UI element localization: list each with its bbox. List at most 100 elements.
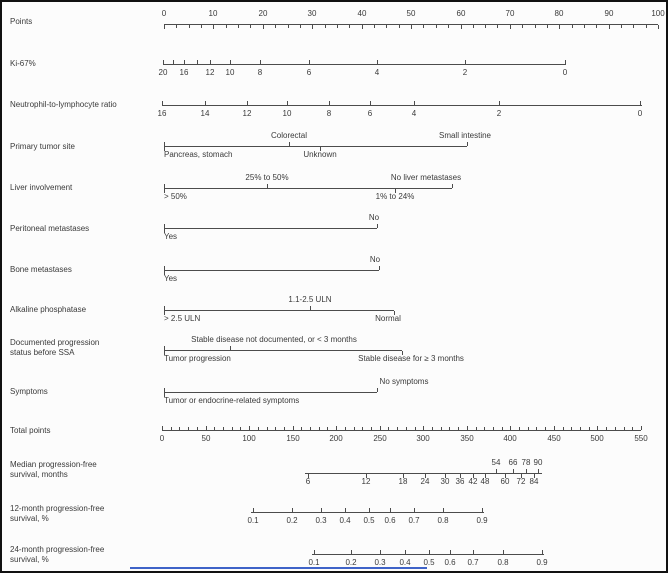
tick-label-median-pfs-months: 90 bbox=[533, 458, 543, 467]
axis-tick bbox=[496, 469, 497, 473]
minor-tick bbox=[633, 25, 634, 28]
tick-label-liver-involvement: > 50% bbox=[164, 192, 187, 201]
minor-tick bbox=[171, 427, 172, 430]
minor-tick bbox=[345, 427, 346, 430]
tick-label-symptoms: Tumor or endocrine-related symptoms bbox=[164, 396, 300, 405]
axis-tick bbox=[565, 60, 566, 64]
tick-label-median-pfs-months: 42 bbox=[468, 477, 478, 486]
axis-tick bbox=[164, 306, 165, 315]
axis-tick bbox=[414, 101, 415, 105]
axis-tick bbox=[377, 388, 378, 392]
row-label-peritoneal-metastases: Peritoneal metastases bbox=[10, 224, 90, 233]
pfs-12-month-axis bbox=[251, 512, 484, 513]
axis-tick bbox=[312, 25, 313, 29]
tick-label-pfs-12-month: 0.3 bbox=[315, 516, 327, 525]
tick-label-pfs-12-month: 0.2 bbox=[286, 516, 298, 525]
axis-tick bbox=[542, 550, 543, 554]
axis-tick bbox=[345, 508, 346, 512]
tick-label-bone-metastases: No bbox=[369, 255, 381, 264]
tick-label-ki67: 6 bbox=[306, 68, 312, 77]
minor-tick bbox=[522, 25, 523, 28]
tick-label-median-pfs-months: 84 bbox=[529, 477, 539, 486]
minor-tick bbox=[223, 427, 224, 430]
axis-tick bbox=[362, 25, 363, 29]
tick-label-median-pfs-months: 48 bbox=[480, 477, 490, 486]
tick-label-points: 80 bbox=[554, 9, 564, 18]
axis-tick bbox=[164, 184, 165, 193]
tick-label-points: 40 bbox=[357, 9, 367, 18]
axis-tick bbox=[162, 426, 163, 430]
minor-tick bbox=[397, 427, 398, 430]
axis-tick bbox=[164, 25, 165, 29]
axis-tick bbox=[260, 60, 261, 64]
tick-label-points: 60 bbox=[456, 9, 466, 18]
tick-label-total-points: 550 bbox=[634, 434, 648, 443]
axis-tick bbox=[658, 25, 659, 29]
tick-label-median-pfs-months: 12 bbox=[361, 477, 371, 486]
tick-label-points: 70 bbox=[505, 9, 515, 18]
row-label-liver-involvement: Liver involvement bbox=[10, 183, 73, 192]
primary-tumor-site-axis bbox=[164, 146, 467, 147]
minor-tick bbox=[388, 427, 389, 430]
tick-label-pfs-24-month: 0.5 bbox=[423, 558, 435, 567]
minor-tick bbox=[337, 25, 338, 28]
axis-tick bbox=[314, 550, 315, 554]
minor-tick bbox=[536, 427, 537, 430]
tick-label-liver-involvement: 25% to 50% bbox=[245, 173, 289, 182]
tick-label-pfs-12-month: 0.9 bbox=[476, 516, 488, 525]
tick-label-peritoneal-metastases: Yes bbox=[164, 232, 178, 241]
minor-tick bbox=[371, 427, 372, 430]
tick-label-alkaline-phosphatase: 1.1-2.5 ULN bbox=[288, 295, 332, 304]
axis-tick bbox=[460, 474, 461, 478]
axis-tick bbox=[510, 25, 511, 29]
minor-tick bbox=[300, 25, 301, 28]
minor-tick bbox=[497, 25, 498, 28]
axis-tick bbox=[293, 426, 294, 430]
tick-label-pfs-24-month: 0.4 bbox=[399, 558, 411, 567]
nlr-axis bbox=[162, 105, 642, 106]
tick-label-alkaline-phosphatase: > 2.5 ULN bbox=[164, 314, 201, 323]
axis-tick bbox=[467, 426, 468, 430]
axis-tick bbox=[162, 101, 163, 105]
axis-tick bbox=[249, 426, 250, 430]
tick-label-points: 100 bbox=[651, 9, 665, 18]
axis-tick bbox=[310, 306, 311, 310]
axis-tick bbox=[292, 508, 293, 512]
tick-label-primary-tumor-site: Small intestine bbox=[438, 131, 492, 140]
tick-label-median-pfs-months: 6 bbox=[305, 477, 311, 486]
axis-tick bbox=[485, 474, 486, 478]
minor-tick bbox=[399, 25, 400, 28]
minor-tick bbox=[189, 25, 190, 28]
minor-tick bbox=[232, 427, 233, 430]
axis-tick bbox=[197, 60, 198, 64]
row-label-pfs-12-month: survival, % bbox=[10, 514, 49, 523]
axis-tick bbox=[380, 426, 381, 430]
row-label-symptoms: Symptoms bbox=[10, 387, 48, 396]
axis-tick bbox=[394, 311, 395, 315]
axis-tick bbox=[205, 101, 206, 105]
axis-tick bbox=[505, 474, 506, 478]
minor-tick bbox=[572, 25, 573, 28]
minor-tick bbox=[349, 25, 350, 28]
minor-tick bbox=[448, 25, 449, 28]
tick-label-nlr: 16 bbox=[157, 109, 167, 118]
axis-tick bbox=[443, 508, 444, 512]
bottom-blue-line bbox=[130, 567, 427, 569]
liver-involvement-axis bbox=[164, 188, 452, 189]
tick-label-nlr: 8 bbox=[326, 109, 332, 118]
minor-tick bbox=[458, 427, 459, 430]
minor-tick bbox=[386, 25, 387, 28]
axis-tick bbox=[287, 101, 288, 105]
axis-tick bbox=[164, 266, 165, 275]
axis-tick bbox=[163, 60, 164, 64]
tick-label-total-points: 100 bbox=[242, 434, 256, 443]
tick-label-median-pfs-months: 72 bbox=[516, 477, 526, 486]
row-label-documented-progression-status: Documented progression bbox=[10, 338, 100, 347]
axis-tick bbox=[380, 550, 381, 554]
row-label-ki67: Ki-67% bbox=[10, 59, 36, 68]
axis-tick bbox=[503, 550, 504, 554]
minor-tick bbox=[267, 427, 268, 430]
tick-label-pfs-24-month: 0.3 bbox=[374, 558, 386, 567]
tick-label-pfs-12-month: 0.7 bbox=[408, 516, 420, 525]
tick-label-documented-progression-status: Tumor progression bbox=[164, 354, 231, 363]
